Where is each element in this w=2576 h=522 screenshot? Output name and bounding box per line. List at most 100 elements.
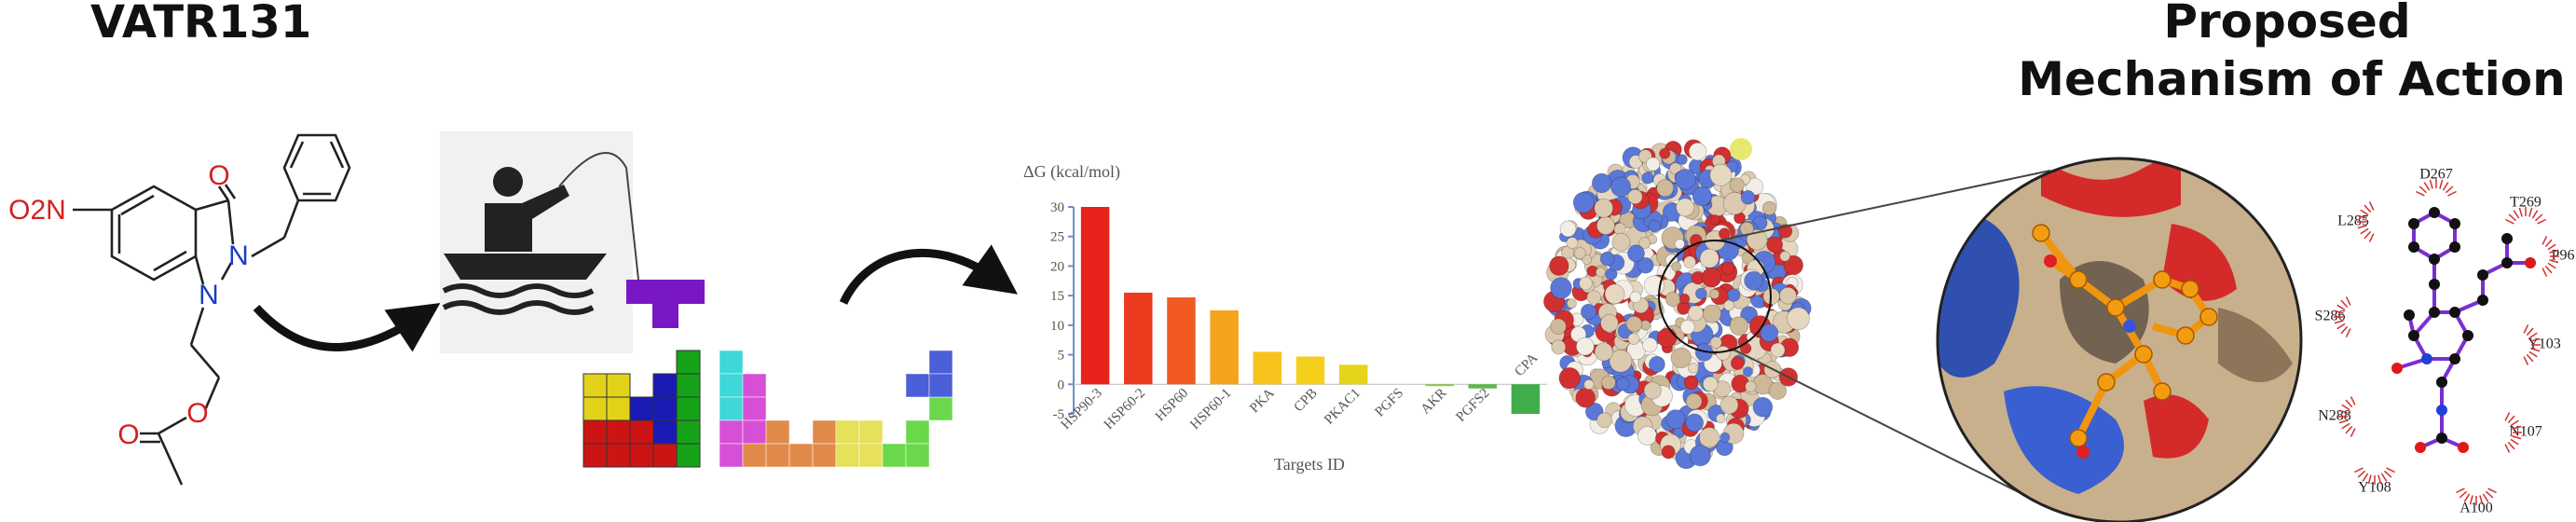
hydrophobic-contact: [2340, 325, 2349, 335]
surface-atom: [1699, 248, 1720, 268]
block: [742, 419, 767, 445]
surface-atom: [1642, 337, 1658, 353]
hydrophobic-contact: [2445, 185, 2454, 194]
block: [812, 443, 837, 468]
zoom-line: [1733, 349, 2051, 509]
surface-atom: [1604, 283, 1625, 305]
block: [928, 396, 953, 421]
block: [858, 443, 884, 468]
block: [882, 443, 907, 468]
surface-atom: [1699, 427, 1720, 448]
surface-atom: [1648, 219, 1661, 233]
surface-atom: [1675, 168, 1696, 190]
surface-atom: [1600, 313, 1619, 333]
block: [788, 443, 814, 468]
block: [905, 419, 930, 445]
hydrophobic-contact: [2456, 488, 2465, 494]
ligand-atom: [2436, 433, 2447, 444]
protein-surface: [1543, 138, 1812, 470]
surface-atom: [1594, 198, 1614, 218]
ligand-atom: [2458, 442, 2469, 453]
surface-atom: [1625, 315, 1643, 333]
bar: [1295, 356, 1325, 385]
surface-atom: [1779, 286, 1797, 305]
surface-atom: [1766, 236, 1784, 254]
y-tick-label: 0: [1058, 378, 1065, 392]
surface-atom: [1595, 267, 1606, 278]
surface-atom: [1685, 392, 1703, 410]
hydrophobic-contact: [2380, 473, 2388, 482]
ligand-atom: [2404, 309, 2415, 321]
hydrophobic-contact: [2416, 190, 2425, 197]
hydrophobic-contact: [2340, 299, 2349, 309]
bar: [1468, 384, 1497, 389]
ligand-atom: [2462, 330, 2473, 341]
surface-atom: [1601, 375, 1616, 391]
hydrophobic-contact: [2507, 441, 2515, 450]
x-tick-label: PGFS: [1373, 386, 1407, 420]
hydrophobic-contact: [2463, 493, 2471, 502]
surface-atom: [1689, 445, 1711, 467]
hydrophobic-contact: [2531, 210, 2539, 219]
surface-atom: [1572, 191, 1595, 213]
block: [676, 419, 701, 445]
hydrophobic-contact: [2526, 353, 2534, 363]
surface-atom: [1730, 356, 1745, 371]
surface-atom: [1729, 177, 1746, 193]
surface-atom: [1594, 342, 1613, 362]
block: [905, 443, 930, 468]
hydrophobic-contact: [2544, 239, 2553, 248]
surface-atom: [1566, 237, 1579, 250]
block: [606, 373, 631, 398]
binding-site-zoom: [1938, 158, 2301, 522]
surface-atom: [1615, 377, 1630, 392]
hydrophobic-contact: [2345, 296, 2351, 306]
block: [928, 350, 953, 375]
surface-atom: [1770, 342, 1786, 358]
surface-atom: [1599, 251, 1615, 267]
ligand-atom: [2477, 295, 2488, 306]
surface-atom: [1646, 157, 1661, 172]
surface-atom: [1656, 327, 1678, 349]
surface-atom: [1720, 432, 1731, 443]
x-tick-label: HSP60-1: [1187, 386, 1234, 433]
block: [652, 396, 678, 421]
hydrophobic-contact: [2357, 225, 2367, 229]
surface-atom: [1679, 293, 1691, 305]
arrow: [839, 244, 1018, 305]
atom-label: O: [186, 398, 208, 429]
surface-atom: [1591, 172, 1612, 194]
surface-atom: [1676, 198, 1695, 217]
surface-atom: [1671, 261, 1682, 272]
bar: [1167, 297, 1196, 385]
block: [676, 443, 701, 468]
hydrophobic-contact: [2487, 488, 2497, 494]
ligand-atom: [2391, 363, 2403, 374]
block: [582, 419, 608, 445]
surface-atom: [1637, 426, 1657, 446]
surface-atom: [1629, 291, 1642, 304]
bar: [1425, 384, 1454, 387]
surface-atom: [1627, 333, 1640, 346]
hydrophobic-contact: [2547, 262, 2556, 269]
surface-atom: [1709, 336, 1722, 349]
ligand-atom: [2429, 254, 2440, 265]
surface-atom: [1611, 232, 1631, 252]
surface-atom: [1723, 299, 1735, 311]
surface-atom: [1573, 247, 1586, 259]
hydrophobic-contact: [2377, 474, 2382, 485]
hydrophobic-contact: [2544, 265, 2553, 274]
x-tick-label: PKA: [1247, 386, 1278, 417]
block: [835, 419, 860, 445]
surface-atom: [1558, 367, 1581, 390]
hydrophobic-contact: [2429, 179, 2433, 189]
ligand-atom: [2429, 279, 2440, 290]
block: [719, 396, 744, 421]
hydrophobic-contact: [2368, 201, 2375, 211]
surface-atom: [1550, 318, 1567, 336]
surface-atom: [1715, 413, 1726, 424]
surface-atom: [1692, 185, 1713, 207]
block: [719, 443, 744, 468]
block: [742, 396, 767, 421]
surface-atom: [1575, 387, 1596, 408]
